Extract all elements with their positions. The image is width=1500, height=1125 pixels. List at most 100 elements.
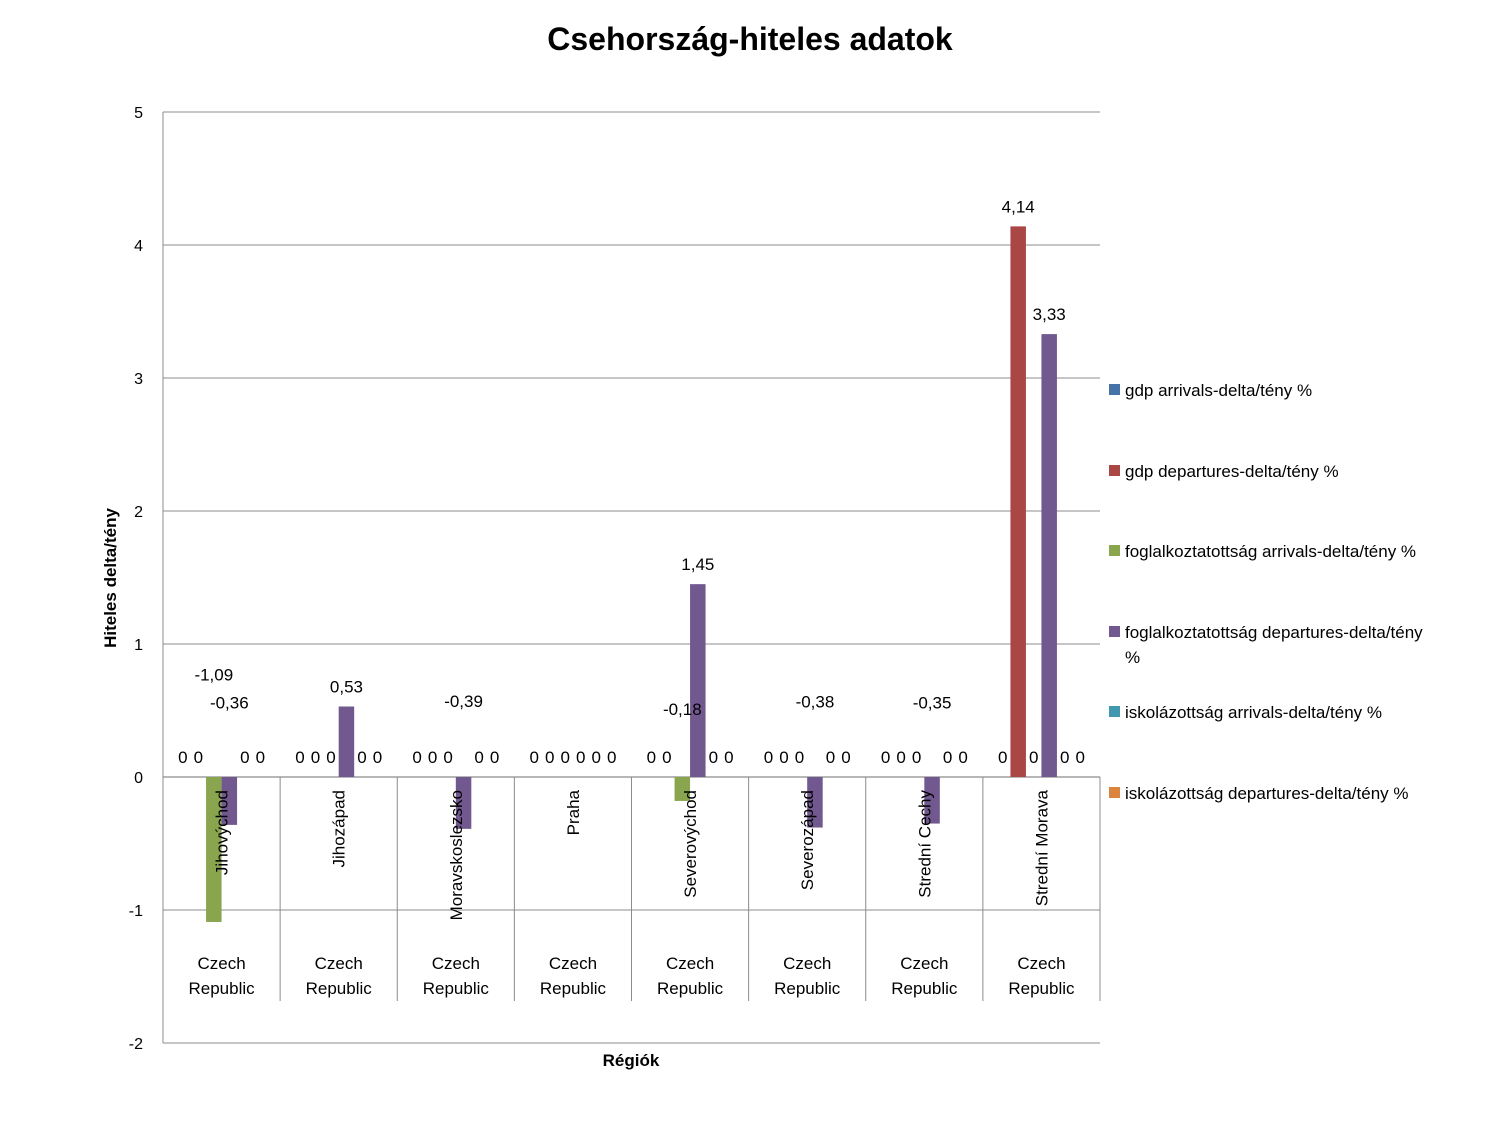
data-label: 0: [709, 748, 718, 767]
group-label: Republic: [657, 979, 724, 998]
data-label: 0: [529, 748, 538, 767]
data-label: 0: [490, 748, 499, 767]
data-label: -1,09: [194, 666, 233, 685]
bar: [206, 777, 222, 922]
data-label: 0: [295, 748, 304, 767]
data-label: 0: [647, 748, 656, 767]
data-label: -0,38: [796, 693, 835, 712]
data-label: -0,35: [913, 694, 952, 713]
data-label: -0,36: [210, 693, 249, 712]
data-label: 0: [826, 748, 835, 767]
data-label: 0: [662, 748, 671, 767]
data-label: 0: [560, 748, 569, 767]
chart-title: Csehország-hiteles adatok: [547, 21, 953, 57]
legend-swatch: [1109, 787, 1120, 798]
legend-label: gdp arrivals-delta/tény %: [1125, 381, 1312, 400]
bar: [455, 777, 472, 829]
bar: [221, 777, 238, 825]
data-label: 0: [240, 748, 249, 767]
group-label: Czech: [315, 954, 363, 973]
data-label: 0: [194, 748, 203, 767]
y-tick-label: 5: [134, 105, 143, 122]
data-label: 0: [998, 748, 1007, 767]
data-label: 0: [357, 748, 366, 767]
data-label: 0: [943, 748, 952, 767]
data-labels: 0 0-1,09-0,360 0 0 0 00,530 0 0 0 0-0,390 0 0 0 0 0 0 0 0…: [178, 197, 1085, 767]
legend-swatch: [1109, 706, 1120, 717]
bars: [206, 226, 1057, 922]
bar: [1010, 226, 1026, 777]
data-label: -0,18: [663, 700, 702, 719]
data-label: 0: [764, 748, 773, 767]
group-label: Republic: [891, 979, 958, 998]
y-tick-label: -1: [129, 903, 143, 920]
data-label: 0: [1060, 748, 1069, 767]
y-tick-label: 4: [134, 238, 143, 255]
data-label: 0: [178, 748, 187, 767]
data-label: 0: [912, 748, 921, 767]
y-tick-label: -2: [129, 1036, 143, 1053]
data-label: 0: [896, 748, 905, 767]
y-axis-title: Hiteles delta/tény: [101, 508, 120, 648]
legend: gdp arrivals-delta/tény % gdp departures-…: [1109, 381, 1423, 803]
data-label: 0: [1075, 748, 1084, 767]
group-label: Czech: [432, 954, 480, 973]
data-label: 0: [591, 748, 600, 767]
bar: [690, 584, 706, 777]
legend-label: iskolázottság arrivals-delta/tény %: [1125, 703, 1382, 722]
bar: [807, 777, 823, 828]
data-label: 0: [779, 748, 788, 767]
x-tick-label: Jihozápad: [330, 790, 349, 868]
data-label: 0,53: [330, 678, 363, 697]
group-label: Czech: [900, 954, 948, 973]
legend-swatch: [1109, 545, 1120, 556]
legend-label: iskolázottság departures-delta/tény %: [1125, 784, 1409, 803]
y-tick-label: 1: [134, 637, 143, 654]
data-label: 0: [958, 748, 967, 767]
data-label: 0: [576, 748, 585, 767]
legend-swatch: [1109, 626, 1120, 637]
y-tick-label: 0: [134, 770, 143, 787]
group-label: Republic: [774, 979, 841, 998]
x-axis-title: Régiók: [603, 1051, 660, 1070]
gridlines: [162, 111, 1101, 1044]
data-label: 3,33: [1033, 305, 1066, 324]
data-label: 0: [326, 748, 335, 767]
group-label: Republic: [188, 979, 255, 998]
legend-label: foglalkoztatottság departures-delta/tény…: [1125, 623, 1423, 667]
bar: [1041, 334, 1057, 777]
data-label: 0: [474, 748, 483, 767]
group-label: Czech: [1017, 954, 1065, 973]
data-label: 0: [1029, 748, 1038, 767]
data-label: 0: [256, 748, 265, 767]
y-tick-label: 3: [134, 371, 143, 388]
data-label: 0: [841, 748, 850, 767]
y-tick-label: 2: [134, 504, 143, 521]
data-label: 0: [795, 748, 804, 767]
group-label: Republic: [540, 979, 607, 998]
x-axis-categories: Jihovýchod Czech Republic Jihozápad Czech Rep…: [188, 789, 1075, 998]
x-tick-label: Severovýchod: [681, 790, 700, 898]
data-label: 0: [373, 748, 382, 767]
bar: [674, 777, 691, 801]
legend-swatch: [1109, 384, 1120, 395]
data-label: 0: [428, 748, 437, 767]
group-label: Czech: [666, 954, 714, 973]
bar: [924, 777, 940, 824]
group-label: Republic: [423, 979, 490, 998]
x-tick-label: Praha: [564, 789, 583, 835]
group-label: Republic: [1008, 979, 1075, 998]
data-label: 0: [443, 748, 452, 767]
data-label: 0: [607, 748, 616, 767]
data-label: 0: [311, 748, 320, 767]
data-label: 0: [545, 748, 554, 767]
data-label: 0: [724, 748, 733, 767]
x-tick-label: Jihovýchod: [213, 790, 232, 875]
data-label: 1,45: [681, 555, 714, 574]
data-label: 0: [412, 748, 421, 767]
group-label: Republic: [306, 979, 373, 998]
y-axis-ticks: -2 -1 0 1 2 3 4 5: [129, 105, 143, 1053]
data-label: 0: [881, 748, 890, 767]
group-label: Czech: [783, 954, 831, 973]
